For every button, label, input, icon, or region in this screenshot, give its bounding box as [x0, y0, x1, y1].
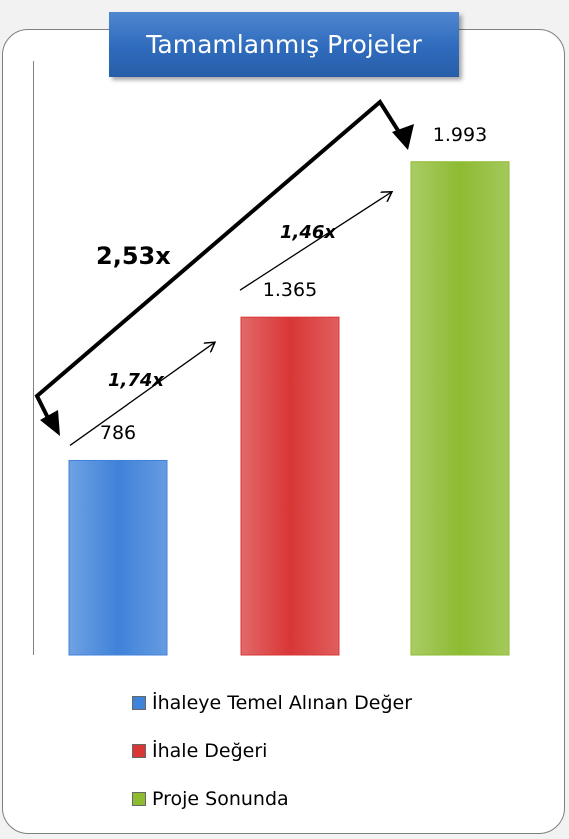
legend-swatch [132, 744, 146, 758]
bar-value-label: 1.365 [262, 279, 318, 302]
chart-title: Tamamlanmış Projeler [109, 12, 459, 77]
legend-label: İhaleye Temel Alınan Değer [152, 692, 413, 714]
ratio-label: 1,74x [108, 370, 165, 391]
chart-legend: İhaleye Temel Alınan Değer İhale Değeri … [132, 690, 412, 834]
overall-arrow-head-left [40, 410, 60, 436]
bar-2 [410, 161, 510, 656]
overall-arrow-head-right [392, 124, 414, 150]
bar-value-label: 786 [99, 422, 137, 445]
legend-label: İhale Değeri [152, 740, 268, 762]
bar-0 [68, 459, 168, 656]
legend-item-proje-sonunda: Proje Sonunda [132, 786, 412, 812]
growth-arrow-1 [69, 342, 215, 446]
bar-value-label: 1.993 [432, 123, 488, 146]
legend-item-ihale-degeri: İhale Değeri [132, 738, 412, 764]
legend-item-ihaleye-temel: İhaleye Temel Alınan Değer [132, 690, 412, 716]
ratio-label: 1,46x [280, 222, 337, 243]
bar-1 [240, 316, 340, 656]
legend-swatch [132, 792, 146, 806]
ratio-label: 2,53x [96, 242, 171, 270]
y-axis-line [33, 61, 34, 655]
overall-arrow [34, 98, 406, 429]
growth-arrow-2 [239, 192, 392, 291]
legend-swatch [132, 696, 146, 710]
legend-label: Proje Sonunda [152, 788, 289, 810]
